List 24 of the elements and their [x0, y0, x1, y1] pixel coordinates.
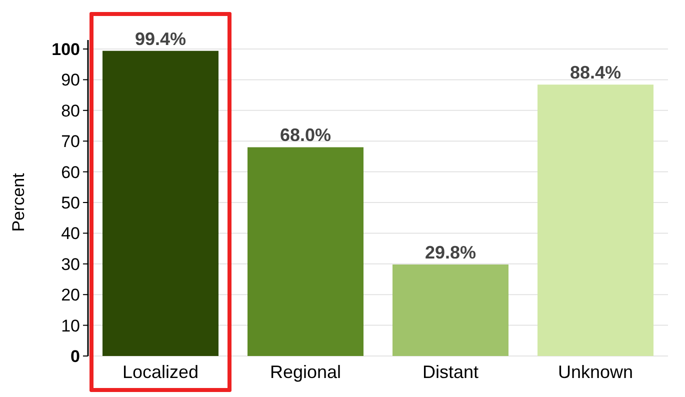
- data-label: 29.8%: [424, 242, 476, 263]
- bar: [538, 84, 654, 356]
- x-tick-label: Distant: [422, 362, 479, 382]
- bar: [392, 264, 508, 356]
- x-tick-label: Localized: [122, 362, 199, 382]
- y-tick-label: 10: [61, 316, 80, 336]
- x-tick-label: Regional: [270, 362, 342, 382]
- data-label: 88.4%: [570, 62, 622, 83]
- bar: [102, 50, 218, 356]
- x-tick-label: Unknown: [558, 362, 634, 382]
- y-tick-label: 80: [61, 101, 80, 120]
- y-axis-title: Percent: [9, 172, 28, 232]
- y-tick-label: 90: [61, 70, 80, 90]
- data-label: 68.0%: [280, 125, 332, 146]
- data-label: 99.4%: [134, 28, 186, 49]
- y-tick-label: 100: [52, 40, 80, 59]
- y-tick-label: 20: [61, 286, 80, 305]
- y-tick-label: 70: [61, 132, 80, 152]
- bar: [248, 147, 364, 356]
- y-tick-label: 40: [61, 224, 80, 244]
- y-tick-label: 0: [70, 346, 80, 366]
- y-tick-label: 50: [61, 193, 80, 212]
- y-tick-label: 60: [61, 162, 80, 182]
- y-tick-label: 30: [61, 254, 80, 274]
